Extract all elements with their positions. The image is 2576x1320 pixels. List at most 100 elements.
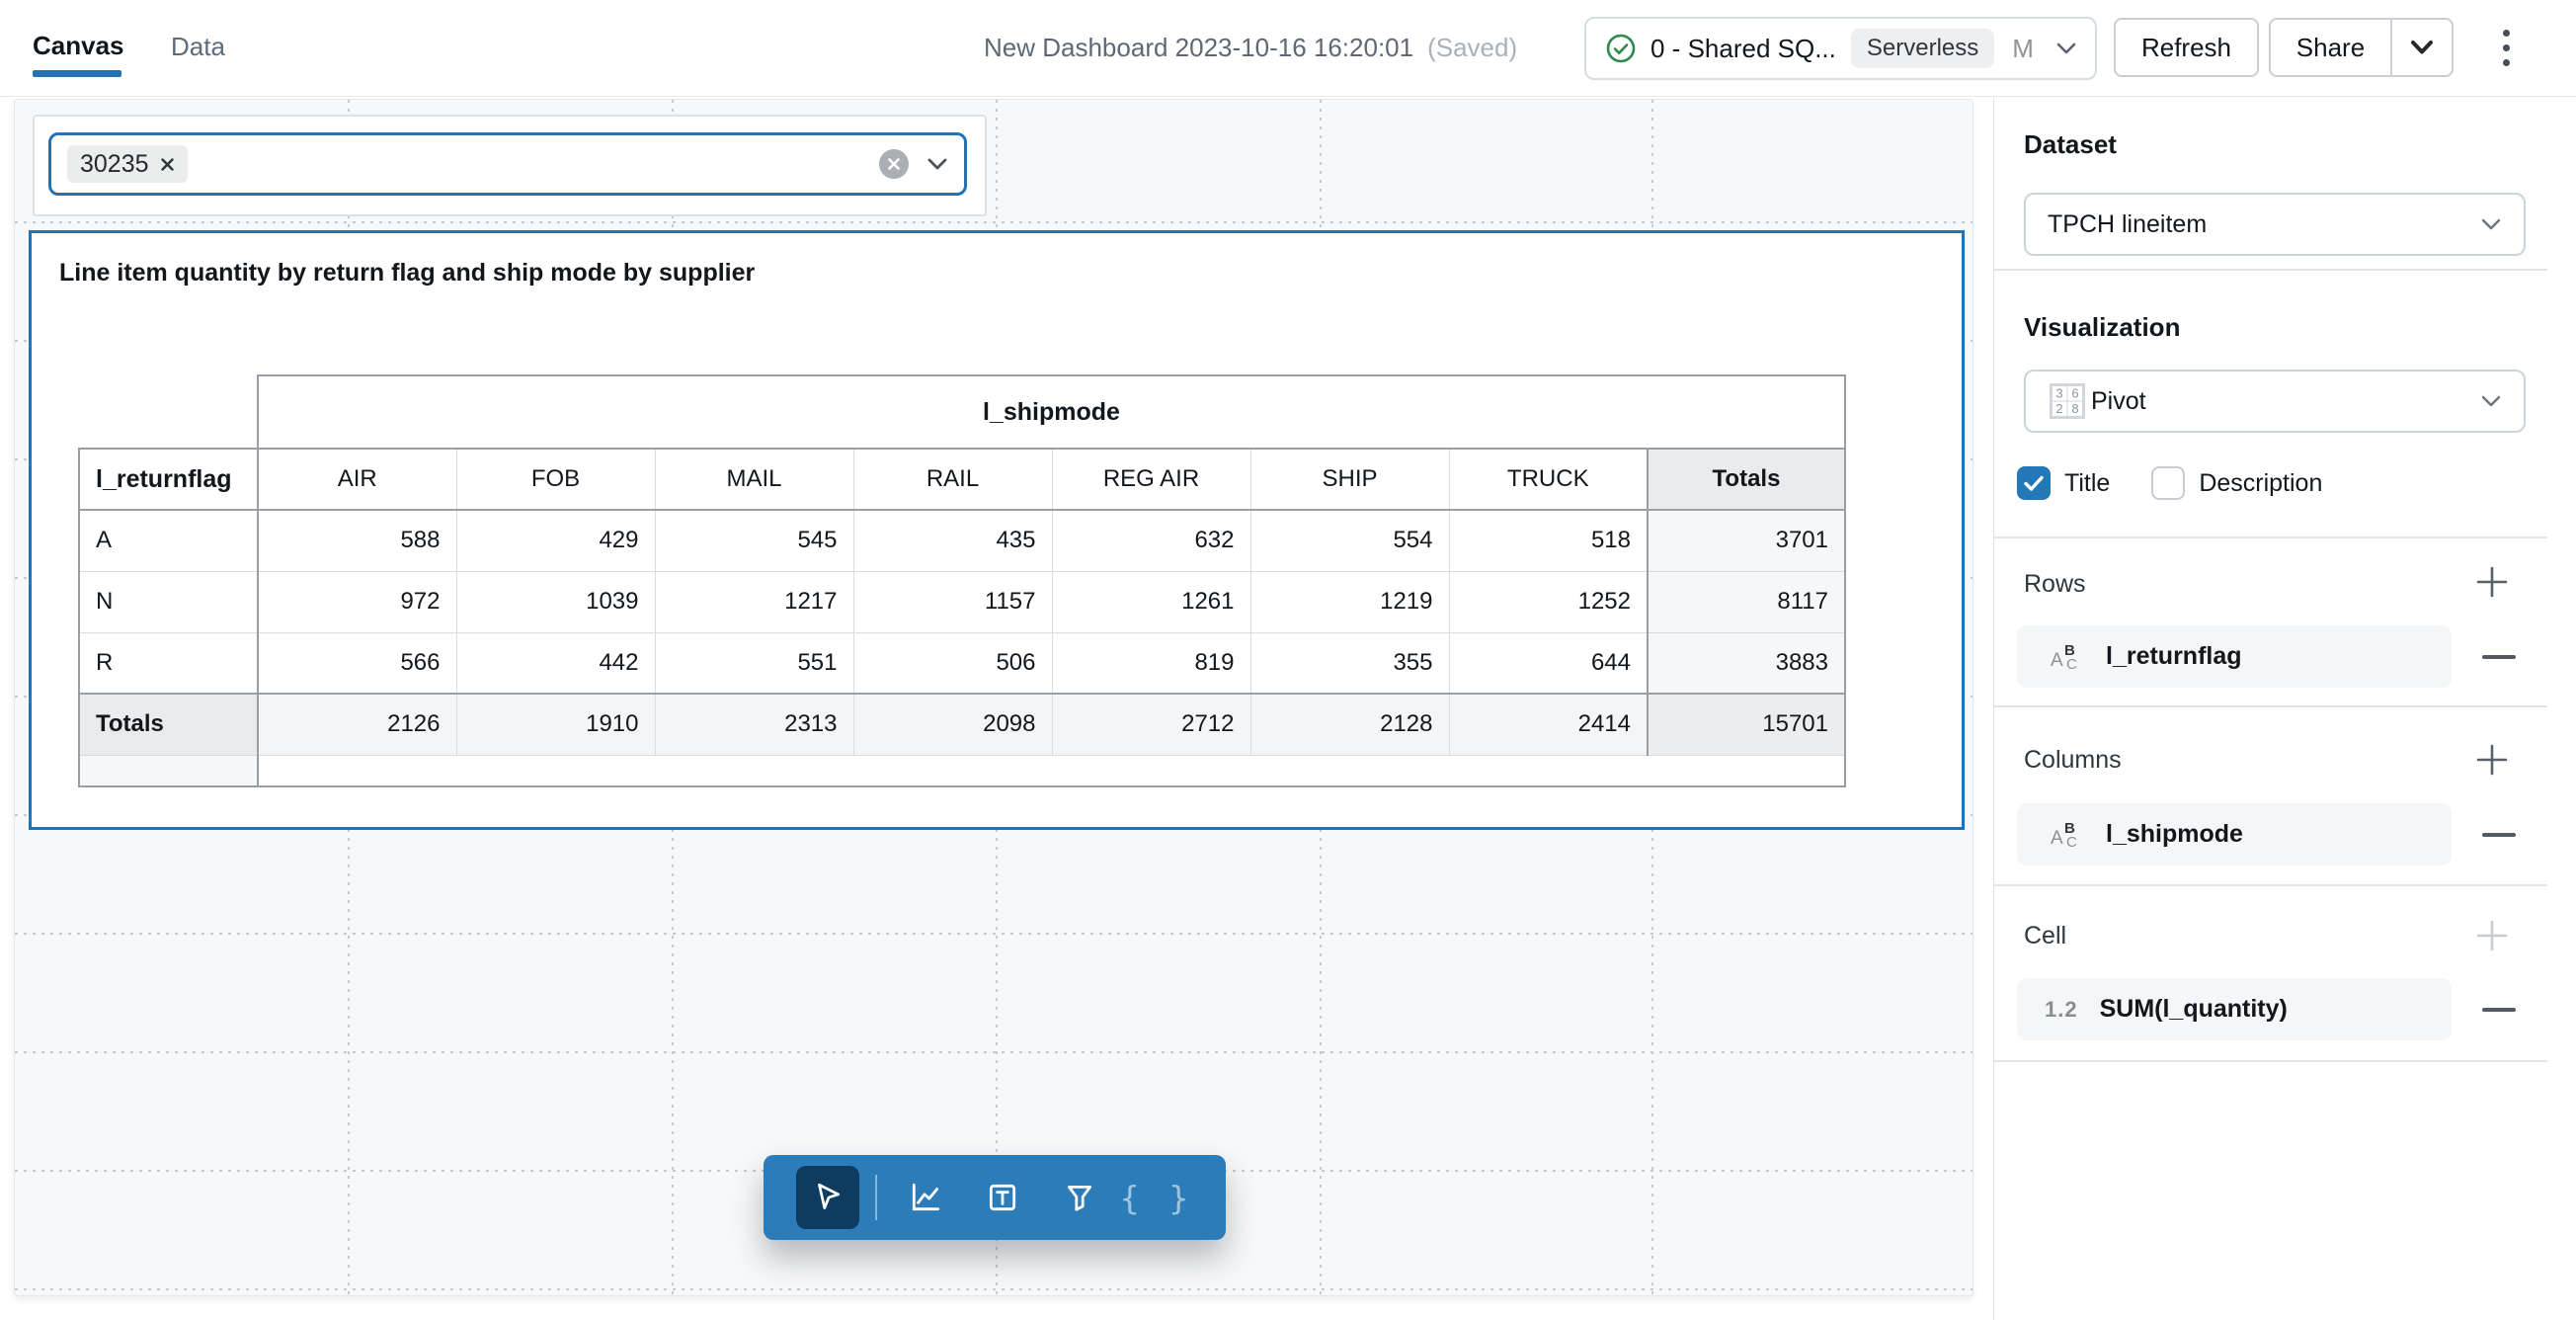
pivot-row-label: R — [78, 631, 259, 695]
pivot-cell: 435 — [852, 509, 1053, 572]
pivot-cell: 518 — [1448, 509, 1649, 572]
title-checkbox[interactable] — [2017, 466, 2051, 500]
dataset-select-value: TPCH lineitem — [2048, 209, 2208, 238]
code-parameter-button[interactable]: { } — [1118, 1166, 1195, 1229]
pivot-stub-cell — [257, 754, 1846, 787]
remove-cell-field-button[interactable] — [2481, 992, 2517, 1028]
filter-chip-value: 30235 — [80, 149, 149, 178]
line-chart-icon — [909, 1181, 942, 1214]
dashboard-canvas[interactable]: 30235 Line item quantity by return flag … — [14, 99, 1973, 1296]
pivot-cell: 2313 — [654, 693, 854, 756]
pivot-totals-column-header: Totals — [1647, 448, 1846, 511]
pivot-row-label: A — [78, 509, 259, 572]
description-checkbox[interactable] — [2151, 466, 2186, 500]
columns-field-pill[interactable]: A B C l_shipmode — [2017, 803, 2452, 866]
string-type-icon: A B C — [2045, 637, 2084, 677]
pivot-table: l_shipmode l_returnflag AIR FOB MAIL RAIL REG … — [78, 374, 1846, 787]
chevron-down-icon — [2055, 41, 2077, 55]
pivot-cell: 355 — [1249, 631, 1450, 695]
pivot-table-widget[interactable]: Line item quantity by return flag and sh… — [29, 230, 1965, 830]
pivot-column-group-header: l_shipmode — [257, 374, 1846, 450]
svg-text:3: 3 — [2055, 386, 2062, 401]
pivot-cell: 2098 — [852, 693, 1053, 756]
pivot-cell: 1252 — [1448, 570, 1649, 633]
pivot-cell: 972 — [257, 570, 457, 633]
share-dropdown-button[interactable] — [2392, 40, 2452, 55]
dashboard-title[interactable]: New Dashboard 2023-10-16 16:20:01 — [984, 33, 1414, 62]
svg-text:C: C — [2066, 834, 2077, 851]
check-circle-icon — [1604, 32, 1638, 65]
rows-field-pill[interactable]: A B C l_returnflag — [2017, 625, 2452, 688]
share-label[interactable]: Share — [2295, 32, 2366, 62]
rows-field-name: l_returnflag — [2106, 642, 2242, 670]
chevron-down-icon[interactable] — [926, 157, 948, 171]
pivot-cell: 551 — [654, 631, 854, 695]
grid-row-line — [15, 933, 1972, 935]
remove-columns-field-button[interactable] — [2481, 817, 2517, 853]
pivot-cell: 3701 — [1647, 509, 1846, 572]
warehouse-selector[interactable]: 0 - Shared SQ... Serverless M — [1584, 17, 2097, 80]
columns-field-row: A B C l_shipmode — [2017, 803, 2517, 866]
filter-value-select[interactable]: 30235 — [48, 132, 967, 196]
svg-text:B: B — [2064, 820, 2075, 837]
warehouse-size: M — [2012, 33, 2034, 63]
pivot-totals-row-label: Totals — [78, 693, 259, 755]
columns-field-name: l_shipmode — [2106, 820, 2243, 848]
svg-text:2: 2 — [2055, 401, 2062, 416]
filter-widget[interactable]: 30235 — [33, 115, 987, 216]
pivot-column-header: REG AIR — [1051, 448, 1251, 511]
visualization-config-panel: Dataset TPCH lineitem Visualization 3 6 … — [1993, 96, 2576, 1320]
pivot-column-header: MAIL — [654, 448, 854, 511]
add-columns-field-button[interactable] — [2472, 740, 2512, 780]
serverless-badge: Serverless — [1850, 29, 1995, 68]
title-checkbox-label[interactable]: Title — [2064, 468, 2111, 497]
pivot-cell: 429 — [455, 509, 656, 572]
section-divider — [1994, 705, 2547, 707]
share-button[interactable]: Share — [2269, 18, 2454, 77]
chevron-down-icon — [2480, 217, 2502, 231]
share-split-divider — [2390, 20, 2392, 75]
pivot-cell: 2128 — [1249, 693, 1450, 756]
warehouse-name: 0 - Shared SQ... — [1650, 33, 1836, 63]
cell-field-pill[interactable]: 1.2 SUM(l_quantity) — [2017, 978, 2452, 1040]
add-rows-field-button[interactable] — [2472, 562, 2512, 602]
braces-icon: { } — [1119, 1178, 1194, 1217]
pivot-column-header: AIR — [257, 448, 457, 511]
cell-field-row: 1.2 SUM(l_quantity) — [2017, 978, 2517, 1040]
chip-remove-icon[interactable] — [160, 157, 175, 172]
add-cell-field-button[interactable] — [2472, 916, 2512, 955]
visualization-select-value: Pivot — [2091, 386, 2146, 415]
add-text-button[interactable] — [964, 1166, 1041, 1229]
tab-canvas[interactable]: Canvas — [33, 31, 124, 60]
pivot-column-header: RAIL — [852, 448, 1053, 511]
tab-data[interactable]: Data — [171, 32, 225, 61]
more-options-kebab-icon[interactable] — [2497, 0, 2515, 96]
clear-selection-icon[interactable] — [879, 149, 909, 179]
section-divider — [1994, 269, 2547, 271]
pivot-cell: 506 — [852, 631, 1053, 695]
add-filter-button[interactable] — [1041, 1166, 1118, 1229]
pivot-stub-label-cell — [78, 754, 259, 787]
pivot-cell: 819 — [1051, 631, 1251, 695]
refresh-button[interactable]: Refresh — [2114, 18, 2259, 77]
svg-text:A: A — [2051, 650, 2063, 671]
add-visualization-button[interactable] — [887, 1166, 964, 1229]
pivot-column-header: SHIP — [1249, 448, 1450, 511]
description-checkbox-label[interactable]: Description — [2199, 468, 2323, 497]
section-divider — [1994, 884, 2547, 886]
widget-title: Line item quantity by return flag and sh… — [59, 259, 756, 287]
remove-rows-field-button[interactable] — [2481, 639, 2517, 675]
section-divider — [1994, 536, 2547, 538]
pivot-corner-cell — [79, 375, 258, 449]
active-tab-underline — [33, 70, 121, 77]
select-tool-button[interactable] — [796, 1166, 859, 1229]
rows-field-row: A B C l_returnflag — [2017, 625, 2517, 688]
dataset-select[interactable]: TPCH lineitem — [2024, 193, 2526, 256]
pivot-cell: 545 — [654, 509, 854, 572]
grid-row-line — [15, 221, 1972, 223]
visualization-select[interactable]: 3 6 2 8 Pivot — [2024, 370, 2526, 433]
pivot-cell: 632 — [1051, 509, 1251, 572]
pivot-column-header: FOB — [455, 448, 656, 511]
pivot-cell: 588 — [257, 509, 457, 572]
filter-chip[interactable]: 30235 — [67, 145, 188, 183]
